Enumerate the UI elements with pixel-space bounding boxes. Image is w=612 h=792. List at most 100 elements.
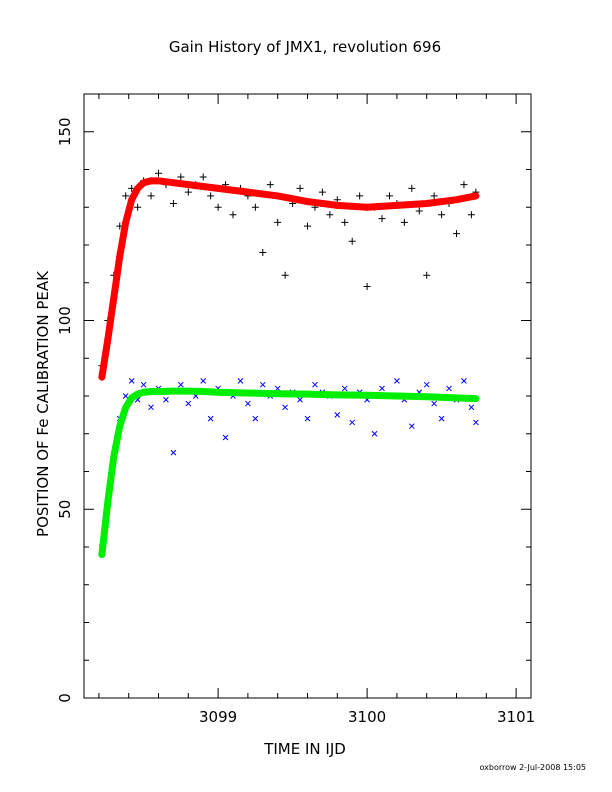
data-point xyxy=(140,179,148,187)
data-point xyxy=(116,423,123,430)
data-point xyxy=(110,294,118,302)
data-point xyxy=(170,388,177,394)
data-point xyxy=(274,385,281,392)
data-point xyxy=(110,453,117,460)
chart-title: Gain History of JMX1, revolution 696 xyxy=(169,38,441,56)
data-point xyxy=(363,203,371,211)
data-point xyxy=(460,181,468,189)
data-point xyxy=(122,218,130,226)
data-point xyxy=(147,177,155,185)
data-point xyxy=(312,381,318,388)
data-point xyxy=(467,211,475,219)
data-point xyxy=(244,188,252,196)
data-point xyxy=(148,388,154,395)
y-tick-label: 0 xyxy=(56,693,74,703)
data-point xyxy=(134,203,142,211)
data-point xyxy=(222,434,229,441)
data-point xyxy=(155,169,162,177)
data-point xyxy=(297,396,303,403)
data-point xyxy=(385,192,393,200)
data-point xyxy=(415,207,423,215)
data-point xyxy=(140,381,147,388)
x-tick-label: 3100 xyxy=(348,708,386,726)
data-point xyxy=(122,192,130,200)
data-point xyxy=(229,211,237,219)
data-point xyxy=(207,192,215,200)
data-point xyxy=(333,201,341,209)
data-point xyxy=(185,400,192,407)
data-point xyxy=(423,271,431,279)
data-point xyxy=(318,188,326,196)
data-point xyxy=(461,378,467,384)
data-point xyxy=(177,173,185,181)
data-point xyxy=(184,188,192,196)
data-point xyxy=(215,389,221,396)
data-point xyxy=(438,415,445,422)
data-point xyxy=(155,388,162,395)
data-point xyxy=(423,199,431,207)
data-point xyxy=(259,249,267,257)
data-point xyxy=(296,184,304,192)
data-point xyxy=(341,385,348,392)
data-point xyxy=(364,392,370,399)
data-point xyxy=(379,385,385,392)
data-point xyxy=(169,199,177,207)
data-point xyxy=(169,179,177,187)
data-point xyxy=(304,198,311,206)
data-point xyxy=(140,389,147,396)
data-point xyxy=(356,192,364,200)
data-point xyxy=(438,211,446,219)
axis-ticks: 3099 3100 3101 0 50 100 150 xyxy=(56,94,535,726)
data-point xyxy=(147,192,155,200)
data-point xyxy=(423,381,430,388)
data-point xyxy=(134,391,141,397)
data-point xyxy=(237,378,244,384)
data-point xyxy=(122,404,129,411)
data-point xyxy=(473,395,479,402)
data-point xyxy=(453,196,460,204)
data-point xyxy=(128,378,135,384)
data-point xyxy=(128,395,135,401)
x-axis-label: TIME IN IJD xyxy=(263,740,346,758)
data-point xyxy=(453,395,460,401)
data-point xyxy=(122,393,129,399)
data-point xyxy=(259,381,266,388)
data-point xyxy=(274,192,282,200)
data-point xyxy=(104,498,111,505)
data-point xyxy=(214,184,222,192)
data-point xyxy=(185,388,192,394)
data-point xyxy=(148,404,154,411)
data-point xyxy=(349,419,356,426)
data-point xyxy=(155,177,162,185)
data-point xyxy=(199,182,207,190)
data-point xyxy=(393,201,401,209)
data-point xyxy=(266,181,274,189)
y-tick-label: 50 xyxy=(56,500,74,519)
data-point xyxy=(348,237,356,245)
y-tick-label: 150 xyxy=(56,117,74,146)
data-point xyxy=(304,415,311,422)
data-point xyxy=(304,222,311,230)
data-point xyxy=(431,400,438,407)
data-point xyxy=(473,419,479,426)
data-point xyxy=(453,230,460,238)
data-point xyxy=(116,252,124,260)
data-point xyxy=(472,192,480,200)
data-point xyxy=(468,404,475,411)
data-point xyxy=(341,218,349,226)
y-axis-label: POSITION OF Fe CALIBRATION PEAK xyxy=(34,270,52,537)
data-point xyxy=(400,218,408,226)
series-3 xyxy=(98,387,480,559)
data-point xyxy=(214,203,222,211)
data-point xyxy=(252,415,259,422)
data-point xyxy=(163,396,169,403)
data-point xyxy=(98,373,106,381)
data-point xyxy=(394,378,400,384)
data-point xyxy=(207,415,214,422)
data-point xyxy=(378,215,386,223)
x-tick-label: 3099 xyxy=(199,708,237,726)
data-point xyxy=(282,404,289,411)
data-point xyxy=(184,181,192,189)
data-point xyxy=(134,184,142,192)
